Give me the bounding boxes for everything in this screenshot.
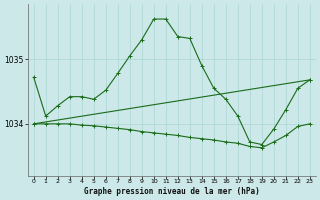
X-axis label: Graphe pression niveau de la mer (hPa): Graphe pression niveau de la mer (hPa) — [84, 187, 260, 196]
